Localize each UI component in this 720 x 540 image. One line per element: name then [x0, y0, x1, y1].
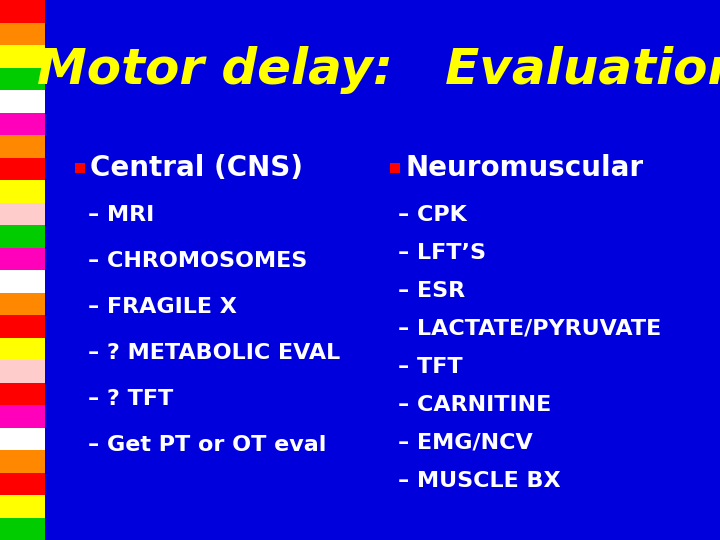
- Bar: [0, 180, 45, 202]
- Text: – CHROMOSOMES: – CHROMOSOMES: [88, 251, 307, 271]
- Bar: [0, 225, 45, 247]
- Bar: [0, 450, 45, 472]
- Bar: [0, 23, 45, 45]
- Text: – ? METABOLIC EVAL: – ? METABOLIC EVAL: [88, 343, 341, 363]
- Bar: [0, 0, 45, 23]
- Bar: [0, 405, 45, 428]
- Text: – Get PT or OT eval: – Get PT or OT eval: [88, 435, 326, 455]
- Bar: [0, 517, 45, 540]
- Bar: [0, 338, 45, 360]
- Text: – CARNITINE: – CARNITINE: [398, 395, 552, 415]
- Bar: [0, 202, 45, 225]
- Text: – ESR: – ESR: [398, 281, 465, 301]
- Bar: [0, 135, 45, 158]
- Bar: [0, 158, 45, 180]
- Text: – ? TFT: – ? TFT: [88, 389, 174, 409]
- Text: – MUSCLE BX: – MUSCLE BX: [398, 471, 561, 491]
- Text: – FRAGILE X: – FRAGILE X: [88, 297, 237, 317]
- Bar: [0, 315, 45, 338]
- Bar: [0, 270, 45, 293]
- Bar: [0, 68, 45, 90]
- Text: – MRI: – MRI: [88, 205, 154, 225]
- Bar: [0, 428, 45, 450]
- Text: Neuromuscular: Neuromuscular: [405, 154, 643, 182]
- Bar: [0, 495, 45, 517]
- Bar: [0, 382, 45, 405]
- Bar: [0, 472, 45, 495]
- Bar: [390, 163, 400, 173]
- Bar: [0, 90, 45, 112]
- Text: – TFT: – TFT: [398, 357, 463, 377]
- Bar: [0, 45, 45, 68]
- Bar: [0, 360, 45, 382]
- Text: – CPK: – CPK: [398, 205, 467, 225]
- Text: Motor delay:   Evaluation: Motor delay: Evaluation: [37, 46, 720, 94]
- Text: – EMG/NCV: – EMG/NCV: [398, 433, 533, 453]
- Bar: [0, 112, 45, 135]
- Bar: [75, 163, 85, 173]
- Text: Central (CNS): Central (CNS): [90, 154, 303, 182]
- Bar: [0, 293, 45, 315]
- Text: – LFT’S: – LFT’S: [398, 243, 486, 263]
- Bar: [0, 247, 45, 270]
- Text: – LACTATE/PYRUVATE: – LACTATE/PYRUVATE: [398, 319, 661, 339]
